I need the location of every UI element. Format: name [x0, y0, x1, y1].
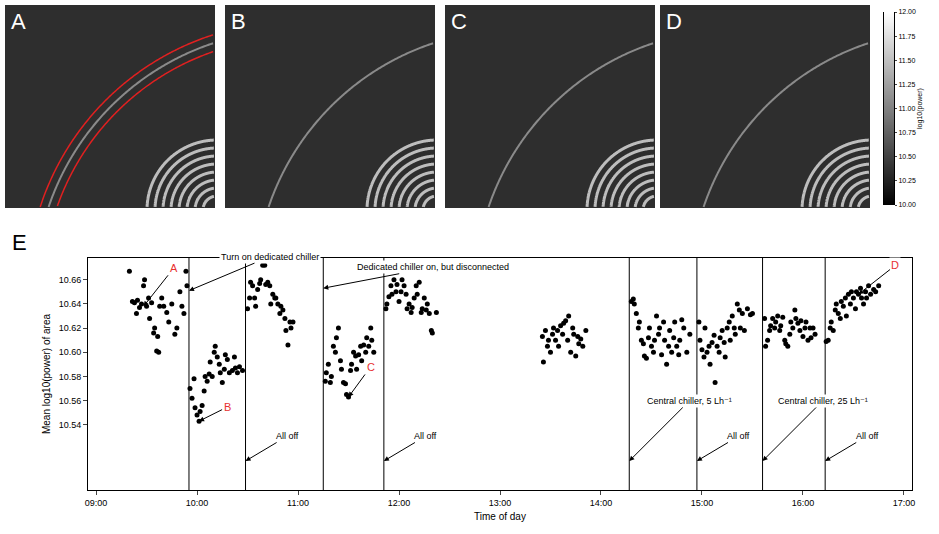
svg-text:10.60: 10.60 [59, 347, 82, 357]
svg-text:All off: All off [727, 431, 750, 441]
svg-text:All off: All off [856, 431, 879, 441]
svg-text:10.62: 10.62 [59, 323, 82, 333]
svg-text:10.00: 10.00 [898, 201, 916, 208]
svg-text:A: A [170, 262, 178, 274]
svg-text:14:00: 14:00 [590, 498, 613, 508]
svg-text:Turn on dedicated chiller: Turn on dedicated chiller [221, 252, 319, 262]
svg-text:11.50: 11.50 [898, 57, 915, 64]
svg-text:D: D [891, 259, 899, 271]
svg-text:10:00: 10:00 [186, 498, 209, 508]
svg-text:log10(power): log10(power) [916, 88, 924, 129]
svg-text:All off: All off [414, 431, 437, 441]
svg-text:Central chiller, 25 Lh⁻¹: Central chiller, 25 Lh⁻¹ [778, 396, 868, 406]
svg-text:10.50: 10.50 [898, 153, 916, 160]
svg-text:12:00: 12:00 [388, 498, 411, 508]
svg-text:10.64: 10.64 [59, 299, 82, 309]
svg-text:10.56: 10.56 [59, 396, 82, 406]
svg-text:10.25: 10.25 [898, 177, 916, 184]
svg-text:09:00: 09:00 [85, 498, 108, 508]
svg-text:A: A [11, 9, 26, 34]
svg-text:13:00: 13:00 [489, 498, 512, 508]
svg-text:Time of day: Time of day [474, 511, 526, 522]
svg-text:C: C [451, 9, 467, 34]
svg-text:Mean log10(power) of area: Mean log10(power) of area [41, 314, 52, 435]
svg-text:B: B [224, 401, 231, 413]
svg-text:11.25: 11.25 [898, 81, 915, 88]
svg-text:11.75: 11.75 [898, 33, 915, 40]
svg-text:11:00: 11:00 [287, 498, 309, 508]
svg-text:C: C [367, 361, 375, 373]
svg-text:11.00: 11.00 [898, 105, 915, 112]
svg-text:12.00: 12.00 [898, 8, 916, 15]
svg-text:10.58: 10.58 [59, 372, 82, 382]
svg-text:E: E [12, 230, 27, 255]
svg-text:B: B [231, 9, 246, 34]
svg-text:D: D [666, 9, 682, 34]
svg-text:Central chiller, 5 Lh⁻¹: Central chiller, 5 Lh⁻¹ [647, 396, 732, 406]
svg-text:17:00: 17:00 [893, 498, 916, 508]
svg-text:16:00: 16:00 [792, 498, 815, 508]
svg-text:All off: All off [276, 431, 299, 441]
svg-text:10.54: 10.54 [59, 420, 82, 430]
svg-text:Dedicated chiller on, but disc: Dedicated chiller on, but disconnected [357, 262, 509, 272]
svg-text:15:00: 15:00 [691, 498, 714, 508]
svg-text:10.66: 10.66 [59, 275, 82, 285]
svg-text:10.75: 10.75 [898, 129, 916, 136]
